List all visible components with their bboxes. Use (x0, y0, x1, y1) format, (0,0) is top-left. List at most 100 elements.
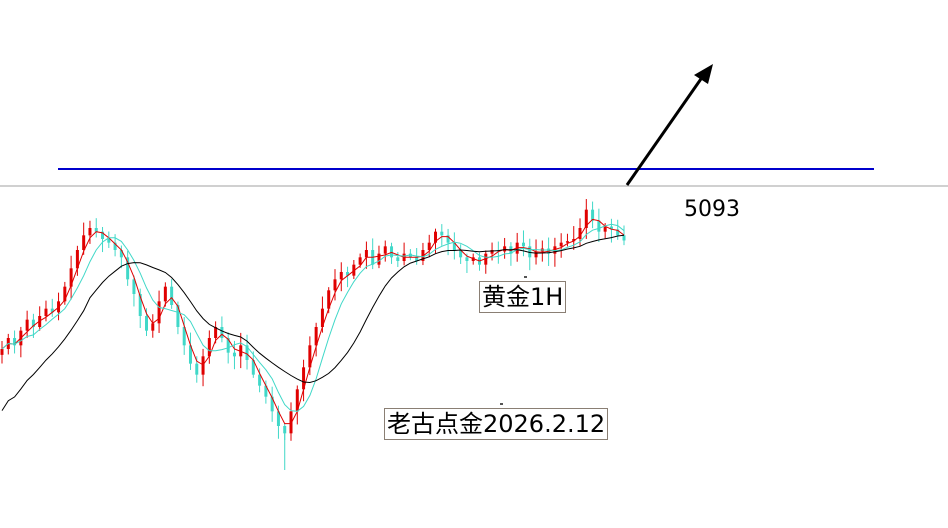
candle-body (126, 257, 130, 280)
candle-body (88, 228, 92, 236)
candle (94, 218, 98, 238)
candle-body (459, 250, 463, 258)
candle (503, 237, 507, 259)
candle-body (258, 374, 262, 386)
trend-arrow (625, 64, 713, 186)
candle (126, 250, 130, 286)
candle-body (515, 242, 519, 254)
candle-body (232, 352, 236, 357)
candle (597, 208, 601, 243)
candle-body (308, 345, 312, 368)
candle-body (597, 220, 601, 232)
anchor-tick (500, 403, 503, 405)
candle (346, 266, 350, 288)
candle (132, 275, 136, 307)
candle-body (276, 411, 280, 426)
candle-body (408, 253, 412, 258)
candle (459, 244, 463, 264)
candle (509, 242, 513, 266)
candle-body (163, 286, 167, 302)
candle (484, 250, 488, 274)
candle (591, 201, 595, 229)
candle (188, 332, 192, 370)
candle-body (584, 209, 588, 228)
candle (289, 402, 293, 441)
candle (584, 199, 588, 239)
candle (38, 306, 42, 331)
candle-body (603, 226, 607, 232)
candle (101, 226, 105, 253)
candle-body (82, 235, 86, 250)
candle-body (346, 272, 350, 276)
candle (421, 242, 425, 266)
candle-body (0, 349, 4, 355)
arrow-shaft (625, 75, 705, 186)
candle (0, 341, 4, 364)
candle-body (339, 272, 343, 280)
candle-body (239, 345, 243, 357)
candle-body (145, 316, 149, 331)
candle (339, 262, 343, 292)
candle-body (434, 231, 438, 243)
candle-body (207, 338, 211, 357)
candle (314, 322, 318, 357)
candle-body (31, 319, 35, 327)
candle-body (383, 246, 387, 254)
candle-body (396, 257, 400, 261)
candle-body (622, 235, 626, 241)
candle (302, 359, 306, 402)
candle (383, 240, 387, 262)
candle (19, 326, 23, 358)
candle (50, 298, 54, 317)
candle (572, 226, 576, 250)
candle-body (565, 241, 569, 243)
candle (119, 245, 123, 269)
candle-body (220, 327, 224, 338)
candle (182, 317, 186, 355)
candle (207, 330, 211, 364)
candle-body (572, 239, 576, 242)
candle-body (188, 345, 192, 364)
candle-body (176, 305, 180, 327)
candle-body (484, 253, 488, 265)
candle (264, 380, 268, 404)
candle-body (364, 250, 368, 258)
candle (44, 300, 48, 322)
candle (251, 351, 255, 378)
candle (88, 220, 92, 244)
candle (25, 310, 29, 338)
candle-body (314, 327, 318, 346)
candle (63, 281, 67, 305)
candle-body (214, 327, 218, 338)
candle-body (264, 385, 268, 397)
arrow-head (694, 64, 713, 84)
candle-body (490, 250, 494, 254)
candle-body (377, 253, 381, 265)
candle (170, 279, 174, 309)
candle (528, 238, 532, 271)
candle-body (471, 257, 475, 261)
candle-body (427, 242, 431, 250)
candle (75, 245, 79, 276)
candle-body (609, 226, 613, 230)
candle-body (320, 308, 324, 327)
candle (452, 232, 456, 260)
candle-body (270, 396, 274, 412)
candle-body (440, 231, 444, 236)
candle-body (358, 257, 362, 265)
moving-averages-group (1, 218, 625, 425)
candle-body (25, 319, 29, 331)
candle (163, 282, 167, 307)
candle-body (201, 356, 205, 375)
candle (157, 290, 161, 333)
candle-body (465, 257, 469, 261)
candle (390, 242, 394, 264)
candle-body (283, 426, 287, 434)
price-level-label: 5093 (684, 197, 740, 222)
author-date-label: 老古点金2026.2.12 (384, 408, 609, 440)
candle-body (289, 411, 293, 434)
candle-body (138, 294, 142, 316)
candle-body (44, 308, 48, 316)
ma-mid-line (1, 223, 625, 412)
